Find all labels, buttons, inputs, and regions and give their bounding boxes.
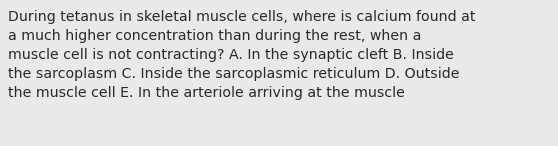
- Text: During tetanus in skeletal muscle cells, where is calcium found at
a much higher: During tetanus in skeletal muscle cells,…: [8, 10, 476, 100]
